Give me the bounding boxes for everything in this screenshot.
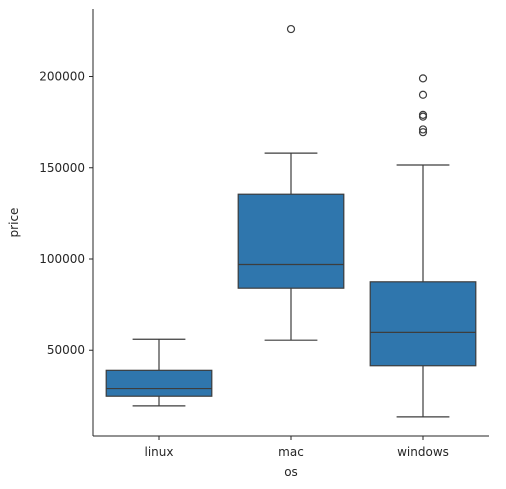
iqr-box bbox=[105, 369, 213, 397]
outlier-point bbox=[418, 125, 428, 134]
y-tick-label: 200000 bbox=[39, 70, 85, 84]
iqr-box bbox=[369, 281, 477, 367]
y-tick-label: 50000 bbox=[47, 343, 85, 357]
y-tick-label: 150000 bbox=[39, 161, 85, 175]
x-tick-label: windows bbox=[397, 445, 449, 459]
iqr-box bbox=[237, 193, 345, 289]
plot-area bbox=[105, 24, 477, 418]
outlier-point bbox=[418, 110, 428, 119]
outlier-point bbox=[418, 128, 428, 137]
x-tick-label: linux bbox=[145, 445, 174, 459]
box-linux bbox=[105, 338, 213, 407]
x-axis-label: os bbox=[284, 465, 298, 479]
y-tick-label: 100000 bbox=[39, 252, 85, 266]
box-windows bbox=[369, 74, 477, 418]
outlier-point bbox=[418, 90, 428, 99]
axis-ticks: 50000 100000 150000 200000 linux mac windows bbox=[39, 70, 449, 459]
outlier-point bbox=[418, 74, 428, 83]
box-mac bbox=[237, 24, 345, 341]
outlier-point bbox=[286, 24, 296, 34]
x-tick-label: mac bbox=[278, 445, 304, 459]
y-axis-label: price bbox=[7, 208, 21, 238]
